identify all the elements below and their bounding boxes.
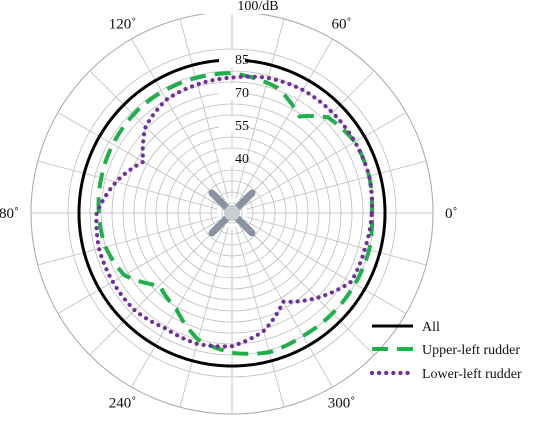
radial-tick-bg <box>219 83 245 100</box>
radial-tick-label: 40 <box>235 152 249 167</box>
grid-spoke <box>57 112 220 206</box>
angle-label: 240˚ <box>109 396 137 412</box>
grid-spoke <box>244 112 407 206</box>
radial-tick-bg <box>219 149 245 166</box>
radial-tick-label: 70 <box>235 86 249 101</box>
angle-label: 0˚ <box>445 206 458 222</box>
radial-tick-label: 85 <box>235 53 249 68</box>
radial-tick-label: 55 <box>235 119 249 134</box>
grid-ring <box>221 202 243 224</box>
grid-spoke <box>239 38 333 201</box>
grid-spoke <box>244 220 407 314</box>
grid-spoke <box>89 70 222 203</box>
series-line-3 <box>94 74 375 349</box>
radial-tick-bg <box>219 50 245 67</box>
grid-spoke <box>37 160 218 210</box>
radial-tick-bg <box>219 116 245 133</box>
center-marker <box>208 189 256 237</box>
series-group <box>77 58 387 368</box>
grid-spoke <box>242 70 375 203</box>
center-dot <box>224 205 240 221</box>
grid-spoke <box>131 225 225 388</box>
grid-spoke <box>242 223 375 356</box>
grid-spoke <box>179 18 229 199</box>
series-line-2 <box>96 71 375 356</box>
label-group: 40 55 70 85 100/dB 0˚ 60˚ 120˚ 180˚ 240˚ 300˚ <box>0 0 458 412</box>
grid-spoke <box>131 38 225 201</box>
legend-label-1: All <box>422 320 440 335</box>
legend: All Upper-left rudder Lower-left rudder <box>369 320 522 382</box>
radial-unit-bg <box>200 0 264 14</box>
grid-spoke <box>235 227 285 408</box>
series-line-1 <box>77 58 387 368</box>
grid-spoke <box>239 225 333 388</box>
grid-spoke <box>37 216 218 266</box>
legend-label-2: Upper-left rudder <box>422 343 520 358</box>
grid-spoke <box>246 160 427 210</box>
radial-unit-label: 100/dB <box>237 0 278 14</box>
angle-label: 60˚ <box>332 16 352 32</box>
angle-label: 300˚ <box>328 396 356 412</box>
grid-spoke <box>89 223 222 356</box>
legend-label-3: Lower-left rudder <box>422 367 522 382</box>
grid-spoke <box>246 216 427 266</box>
angle-label: 120˚ <box>109 16 137 32</box>
grid-spoke <box>179 227 229 408</box>
angle-label: 180˚ <box>0 206 19 222</box>
grid-spoke <box>57 220 220 314</box>
grid-spoke <box>235 18 285 199</box>
